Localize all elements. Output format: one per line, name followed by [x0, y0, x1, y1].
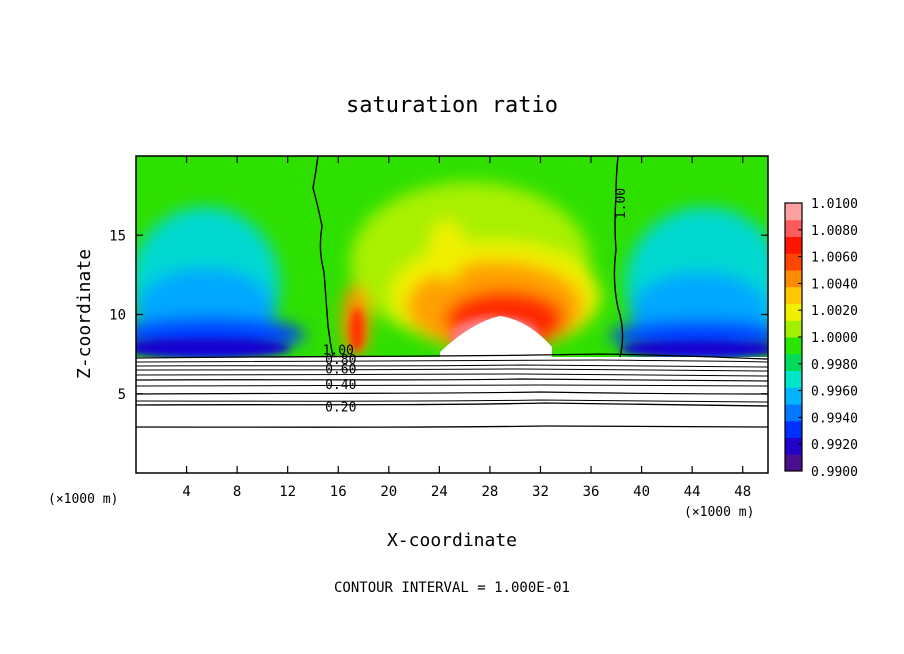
colorbar-label: 0.9900	[811, 465, 858, 480]
contour-line-0-40	[136, 391, 768, 395]
contour-line-surface-4	[136, 368, 768, 372]
colorbar-swatch	[785, 370, 802, 388]
colorbar-swatch	[785, 253, 802, 271]
contour-label: 0.60	[325, 362, 356, 377]
colorbar-label: 1.0000	[811, 331, 858, 346]
colorbar-label: 1.0080	[811, 224, 858, 239]
field-lower-white	[136, 357, 768, 473]
x-tick-label: 36	[583, 484, 600, 500]
contour-line-0-60	[136, 378, 768, 382]
colorbar-swatch	[785, 286, 802, 304]
contour-label: 1.00	[323, 343, 354, 358]
field-blob-upper-yellow	[429, 220, 465, 280]
contour-line-0-30	[136, 399, 768, 403]
plot-area: 1.000.800.600.400.201.00	[136, 156, 768, 473]
contour-line-1-00-right	[613, 156, 624, 358]
x-tick-label: 8	[233, 484, 241, 500]
x-tick-label: 48	[734, 484, 751, 500]
colorbar-label: 1.0040	[811, 277, 858, 292]
colorbar-swatch	[785, 420, 802, 438]
colorbar-swatch	[785, 337, 802, 355]
x-tick-label: 4	[182, 484, 190, 500]
colorbar-swatch	[785, 320, 802, 338]
x-tick-label: 44	[684, 484, 701, 500]
chart-title: saturation ratio	[346, 93, 558, 118]
x-axis-label: X-coordinate	[387, 530, 517, 551]
contour-line-0-20	[136, 402, 768, 407]
colorbar-label: 1.0060	[811, 251, 858, 266]
colorbar-swatch	[785, 303, 802, 321]
contour-line-surface-2	[136, 359, 768, 363]
field-blob-plume-red	[350, 308, 364, 352]
colorbar-label: 0.9920	[811, 438, 858, 453]
colorbar-swatch	[785, 236, 802, 254]
x-tick-label: 40	[633, 484, 650, 500]
field-white-region	[440, 316, 552, 360]
colorbar: 1.0100 1.0080 1.0060 1.0040 1.0020 1.0000 0.99…	[784, 197, 858, 480]
x-unit-label-left: (×1000 m)	[48, 492, 118, 507]
contour-line-surface-3	[136, 364, 768, 368]
colorbar-swatch	[785, 404, 802, 422]
x-unit-label-right: (×1000 m)	[684, 505, 754, 520]
contour-lines	[136, 156, 768, 428]
colorbar-label: 0.9940	[811, 411, 858, 426]
x-tick-label: 16	[330, 484, 347, 500]
contour-label-layer: 1.000.800.600.400.201.00	[323, 188, 630, 416]
contour-label: 0.20	[325, 400, 356, 415]
colorbar-swatch	[785, 437, 802, 455]
contour-line-0-10	[136, 425, 768, 428]
x-tick-label: 32	[532, 484, 549, 500]
x-tick-label: 12	[279, 484, 296, 500]
field-blob-right-darkblue	[620, 340, 768, 358]
field-blob-left-darkblue	[136, 338, 290, 358]
colorbar-label: 1.0100	[811, 197, 858, 212]
y-tick-label: 15	[109, 228, 126, 244]
colorbar-swatch	[785, 387, 802, 405]
y-tick-label: 5	[118, 387, 126, 403]
colorbar-swatch	[785, 353, 802, 371]
y-tick-label: 10	[109, 308, 126, 324]
x-tick-label: 28	[481, 484, 498, 500]
contour-label: 1.00	[614, 188, 629, 219]
contour-line-1-00-left	[312, 156, 334, 358]
saturation-field	[136, 156, 768, 473]
colorbar-swatch	[785, 270, 802, 288]
contour-line-surface-5	[136, 373, 768, 377]
colorbar-swatch	[785, 203, 802, 221]
colorbar-label: 0.9980	[811, 358, 858, 373]
colorbar-swatch	[785, 219, 802, 237]
colorbar-swatch	[785, 454, 802, 472]
contour-label: 0.40	[325, 378, 356, 393]
x-tick-label: 24	[431, 484, 448, 500]
contour-line-surface-1	[136, 353, 768, 360]
colorbar-label: 0.9960	[811, 385, 858, 400]
y-axis-label: Z-coordinate	[74, 249, 95, 379]
contour-line-0-50	[136, 384, 768, 387]
colorbar-label: 1.0020	[811, 304, 858, 319]
contour-interval-footer: CONTOUR INTERVAL = 1.000E-01	[334, 580, 570, 596]
contour-label: 0.80	[325, 353, 356, 368]
x-tick-label: 20	[380, 484, 397, 500]
